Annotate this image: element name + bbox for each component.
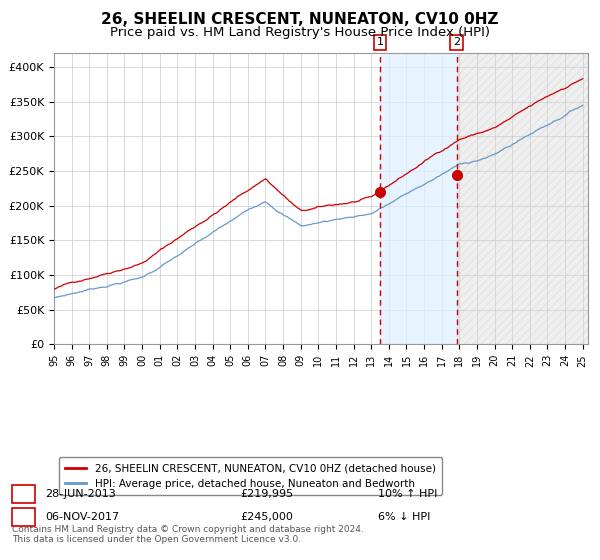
Text: 1: 1: [20, 489, 27, 499]
Text: 10% ↑ HPI: 10% ↑ HPI: [378, 489, 437, 499]
Text: £245,000: £245,000: [240, 512, 293, 522]
Text: 26, SHEELIN CRESCENT, NUNEATON, CV10 0HZ: 26, SHEELIN CRESCENT, NUNEATON, CV10 0HZ: [101, 12, 499, 27]
Text: 2: 2: [453, 38, 460, 48]
Text: 1: 1: [376, 38, 383, 48]
Bar: [457, 53, 588, 344]
Text: 28-JUN-2013: 28-JUN-2013: [45, 489, 116, 499]
Text: 6% ↓ HPI: 6% ↓ HPI: [378, 512, 430, 522]
Text: £219,995: £219,995: [240, 489, 293, 499]
Legend: 26, SHEELIN CRESCENT, NUNEATON, CV10 0HZ (detached house), HPI: Average price, d: 26, SHEELIN CRESCENT, NUNEATON, CV10 0HZ…: [59, 458, 442, 495]
Bar: [380, 53, 457, 344]
Text: Price paid vs. HM Land Registry's House Price Index (HPI): Price paid vs. HM Land Registry's House …: [110, 26, 490, 39]
Text: 06-NOV-2017: 06-NOV-2017: [45, 512, 119, 522]
Text: 2: 2: [20, 512, 27, 522]
Text: Contains HM Land Registry data © Crown copyright and database right 2024.
This d: Contains HM Land Registry data © Crown c…: [12, 525, 364, 544]
